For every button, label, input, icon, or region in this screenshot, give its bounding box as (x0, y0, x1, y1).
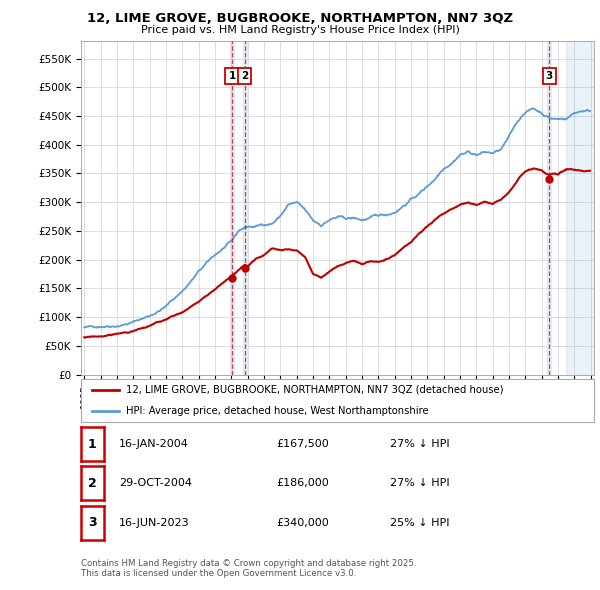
Text: 12, LIME GROVE, BUGBROOKE, NORTHAMPTON, NN7 3QZ (detached house): 12, LIME GROVE, BUGBROOKE, NORTHAMPTON, … (126, 385, 503, 395)
Text: 16-JUN-2023: 16-JUN-2023 (119, 518, 190, 527)
Text: £186,000: £186,000 (276, 478, 329, 488)
Text: £167,500: £167,500 (276, 440, 329, 449)
Text: Contains HM Land Registry data © Crown copyright and database right 2025.
This d: Contains HM Land Registry data © Crown c… (81, 559, 416, 578)
Text: 1: 1 (229, 71, 236, 81)
Text: 1: 1 (88, 438, 97, 451)
Text: 25% ↓ HPI: 25% ↓ HPI (390, 518, 449, 527)
Text: 3: 3 (545, 71, 553, 81)
Text: Price paid vs. HM Land Registry's House Price Index (HPI): Price paid vs. HM Land Registry's House … (140, 25, 460, 35)
Text: 27% ↓ HPI: 27% ↓ HPI (390, 440, 449, 449)
Text: 29-OCT-2004: 29-OCT-2004 (119, 478, 192, 488)
Text: 2: 2 (88, 477, 97, 490)
Text: 3: 3 (88, 516, 97, 529)
Text: 12, LIME GROVE, BUGBROOKE, NORTHAMPTON, NN7 3QZ: 12, LIME GROVE, BUGBROOKE, NORTHAMPTON, … (87, 12, 513, 25)
Text: £340,000: £340,000 (276, 518, 329, 527)
Text: 16-JAN-2004: 16-JAN-2004 (119, 440, 188, 449)
Text: 27% ↓ HPI: 27% ↓ HPI (390, 478, 449, 488)
Text: 2: 2 (241, 71, 248, 81)
Text: HPI: Average price, detached house, West Northamptonshire: HPI: Average price, detached house, West… (126, 406, 429, 415)
